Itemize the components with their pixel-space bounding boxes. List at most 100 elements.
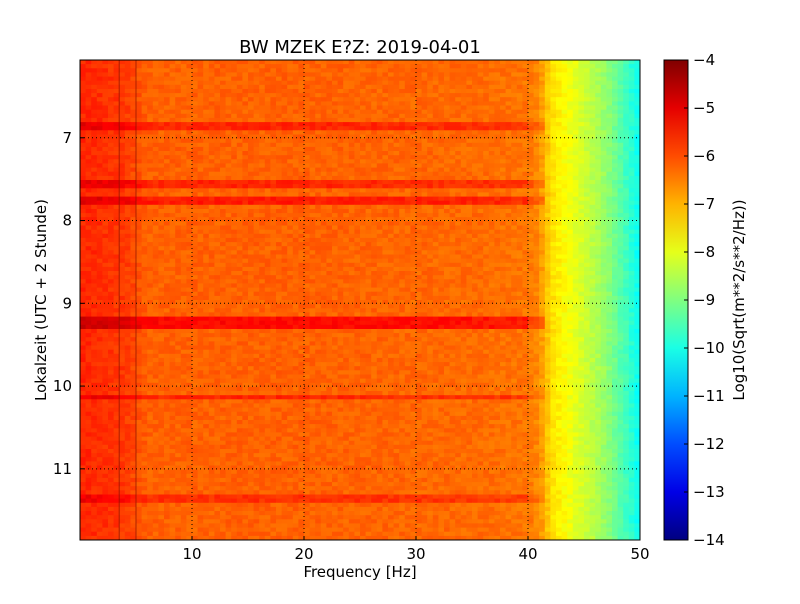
heatmap-cell — [393, 126, 400, 131]
heatmap-cell — [343, 237, 350, 243]
heatmap-cell — [141, 105, 148, 111]
heatmap-cell — [606, 188, 613, 193]
heatmap-cell — [550, 159, 557, 164]
heatmap-cell — [589, 200, 596, 206]
heatmap-cell — [500, 196, 507, 202]
heatmap-cell — [158, 250, 165, 255]
heatmap-cell — [343, 180, 350, 185]
heatmap-cell — [556, 64, 563, 69]
heatmap-cell — [253, 84, 260, 90]
heatmap-cell — [382, 254, 389, 260]
heatmap-cell — [432, 134, 439, 140]
heatmap-cell — [332, 258, 339, 264]
heatmap-cell — [365, 200, 372, 206]
heatmap-cell — [242, 84, 249, 90]
heatmap-cell — [572, 258, 579, 264]
heatmap-cell — [186, 233, 193, 239]
heatmap-cell — [595, 122, 602, 127]
heatmap-cell — [315, 250, 322, 255]
heatmap-cell — [432, 126, 439, 131]
heatmap-cell — [354, 237, 361, 243]
heatmap-cell — [264, 167, 271, 173]
heatmap-cell — [292, 225, 299, 231]
heatmap-cell — [180, 250, 187, 255]
heatmap-cell — [516, 225, 523, 231]
heatmap-cell — [393, 105, 400, 111]
heatmap-cell — [225, 262, 232, 268]
heatmap-cell — [158, 163, 165, 168]
heatmap-cell — [567, 60, 574, 65]
heatmap-cell — [393, 142, 400, 148]
heatmap-cell — [91, 138, 98, 144]
heatmap-cell — [494, 233, 501, 239]
heatmap-cell — [180, 105, 187, 111]
heatmap-cell — [556, 72, 563, 77]
heatmap-cell — [528, 72, 535, 77]
heatmap-cell — [617, 204, 624, 210]
heatmap-cell — [298, 89, 305, 94]
heatmap-cell — [365, 167, 372, 173]
heatmap-cell — [124, 229, 131, 235]
heatmap-cell — [600, 146, 607, 152]
heatmap-cell — [488, 192, 495, 197]
heatmap-cell — [360, 180, 367, 185]
heatmap-cell — [466, 209, 473, 214]
heatmap-cell — [595, 146, 602, 152]
heatmap-cell — [80, 97, 87, 102]
heatmap-cell — [141, 89, 148, 94]
heatmap-cell — [444, 213, 451, 218]
heatmap-cell — [276, 97, 283, 102]
heatmap-cell — [130, 89, 137, 94]
heatmap-cell — [472, 229, 479, 235]
heatmap-cell — [152, 233, 159, 239]
heatmap-cell — [354, 221, 361, 226]
heatmap-cell — [399, 167, 406, 173]
heatmap-cell — [309, 213, 316, 218]
heatmap-cell — [96, 229, 103, 235]
heatmap-cell — [298, 105, 305, 111]
heatmap-cell — [623, 237, 630, 243]
heatmap-cell — [192, 246, 199, 251]
heatmap-cell — [578, 134, 585, 140]
heatmap-cell — [533, 171, 540, 177]
heatmap-cell — [231, 167, 238, 173]
heatmap-cell — [169, 101, 176, 106]
heatmap-cell — [427, 159, 434, 164]
heatmap-cell — [113, 155, 120, 160]
heatmap-cell — [242, 246, 249, 251]
heatmap-cell — [130, 209, 137, 214]
heatmap-cell — [85, 192, 92, 197]
heatmap-cell — [444, 233, 451, 239]
heatmap-cell — [544, 242, 551, 247]
heatmap-cell — [399, 242, 406, 247]
heatmap-cell — [298, 246, 305, 251]
heatmap-cell — [550, 142, 557, 148]
heatmap-cell — [152, 221, 159, 226]
heatmap-cell — [544, 117, 551, 123]
heatmap-cell — [382, 64, 389, 69]
heatmap-cell — [410, 68, 417, 73]
heatmap-cell — [315, 175, 322, 181]
heatmap-cell — [326, 134, 333, 140]
heatmap-cell — [410, 105, 417, 111]
heatmap-cell — [141, 184, 148, 189]
heatmap-cell — [287, 134, 294, 140]
heatmap-cell — [197, 105, 204, 111]
heatmap-cell — [152, 204, 159, 210]
heatmap-cell — [85, 171, 92, 177]
heatmap-cell — [589, 89, 596, 94]
heatmap-cell — [416, 233, 423, 239]
heatmap-cell — [494, 180, 501, 185]
heatmap-cell — [455, 72, 462, 77]
heatmap-cell — [298, 72, 305, 77]
heatmap-cell — [617, 188, 624, 193]
heatmap-cell — [544, 126, 551, 131]
heatmap-cell — [522, 155, 529, 160]
heatmap-cell — [343, 258, 350, 264]
heatmap-cell — [578, 130, 585, 135]
heatmap-cell — [617, 93, 624, 98]
heatmap-cell — [225, 155, 232, 160]
heatmap-cell — [242, 254, 249, 260]
heatmap-cell — [320, 151, 327, 156]
heatmap-cell — [147, 237, 154, 243]
